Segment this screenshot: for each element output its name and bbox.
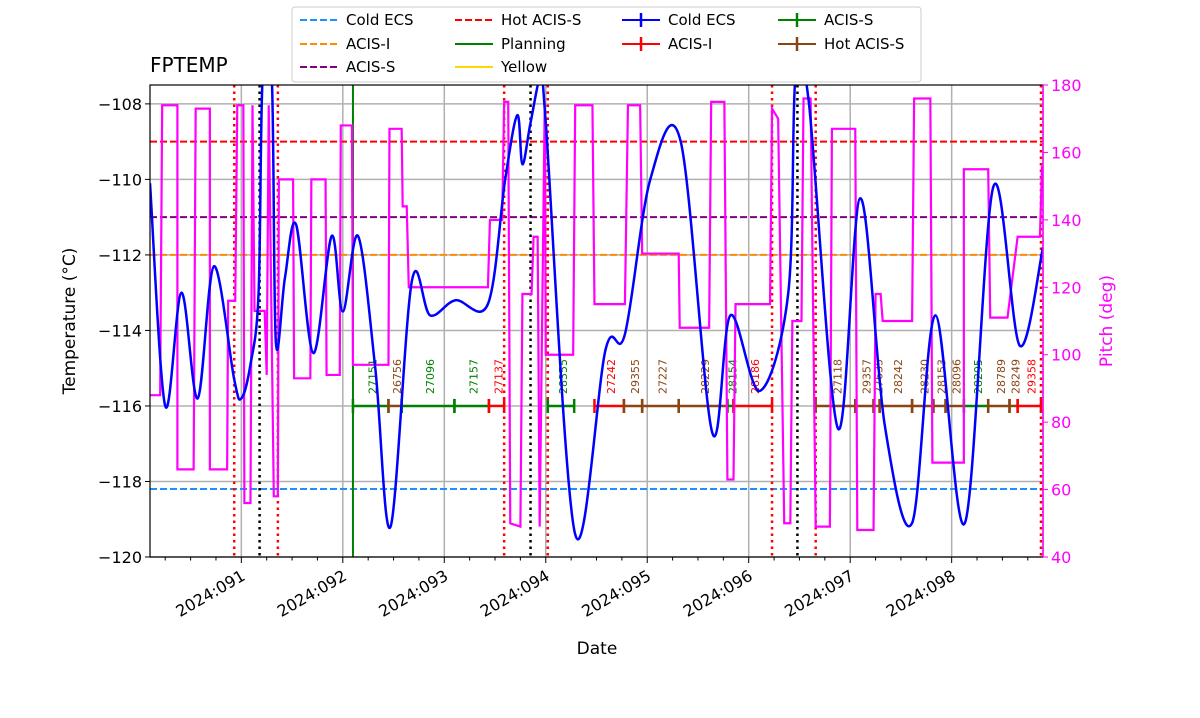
y2-tick-label: 80 <box>1051 413 1071 432</box>
x-tick-label: 2024:092 <box>274 566 350 621</box>
obsid-label: 27157 <box>468 359 481 394</box>
x-tick-label: 2024:097 <box>781 566 857 621</box>
legend-entry-cold-ecs-label: Cold ECS <box>346 11 414 29</box>
legend-entry-planning-label: Planning <box>501 35 566 53</box>
y2-tick-label: 160 <box>1051 143 1082 162</box>
legend-entry-cold-ecs-label: Cold ECS <box>668 11 736 29</box>
y-tick-label: −118 <box>98 472 142 491</box>
obsid-label: 28242 <box>892 359 905 394</box>
obsid-label: 28355 <box>557 359 570 394</box>
obsid-label: 27118 <box>831 359 844 394</box>
y-tick-label: −116 <box>98 397 142 416</box>
y2-tick-label: 60 <box>1051 481 1071 500</box>
legend-box <box>291 6 922 83</box>
chart-title: FPTEMP <box>150 53 228 77</box>
obsid-label: 26756 <box>391 359 404 394</box>
obsid-label: 28186 <box>749 359 762 394</box>
y2-tick-label: 40 <box>1051 548 1071 567</box>
legend-entry-hot-acis-s-label: Hot ACIS-S <box>501 11 581 29</box>
obsid-label: 29357 <box>860 359 873 394</box>
y-axis-label: Temperature (°C) <box>60 248 80 396</box>
y2-axis-label: Pitch (deg) <box>1097 275 1117 367</box>
y2-tick-label: 140 <box>1051 211 1082 230</box>
y2-tick-label: 100 <box>1051 346 1082 365</box>
pitch-series-line <box>150 97 1043 532</box>
y-tick-label: −112 <box>98 246 142 265</box>
y-tick-label: −114 <box>98 321 142 340</box>
x-tick-label: 2024:095 <box>578 566 654 621</box>
obsid-label: 27137 <box>493 359 506 394</box>
legend-entry-acis-s-label: ACIS-S <box>824 11 873 29</box>
obsid-label: 29355 <box>629 359 642 394</box>
legend-entry-yellow-label: Yellow <box>500 58 547 76</box>
obsid-label: 28249 <box>1010 359 1023 394</box>
y2-tick-label: 120 <box>1051 278 1082 297</box>
x-tick-label: 2024:091 <box>172 566 248 621</box>
x-tick-label: 2024:094 <box>477 566 553 621</box>
x-axis-label: Date <box>577 639 618 659</box>
y-tick-label: −110 <box>98 170 142 189</box>
obsid-label: 28096 <box>951 359 964 394</box>
y2-tick-label: 180 <box>1051 76 1082 95</box>
x-tick-label: 2024:093 <box>375 566 451 621</box>
obsid-label: 28789 <box>995 359 1008 394</box>
legend-entry-acis-i-label: ACIS-I <box>346 35 390 53</box>
legend: Cold ECS ACIS-I ACIS-S Hot ACIS-S Planning Ye… <box>291 6 922 83</box>
obsid-label: 28154 <box>726 359 739 394</box>
x-tick-label: 2024:096 <box>680 566 756 621</box>
obsid-label: 27227 <box>656 359 669 394</box>
y-tick-label: −108 <box>98 95 142 114</box>
legend-entry-hot-acis-s-label: Hot ACIS-S <box>824 35 904 53</box>
obsid-label: 27096 <box>424 359 437 394</box>
fptemp-series-line <box>150 85 1043 541</box>
y-tick-label: −120 <box>98 548 142 567</box>
obsid-label: 27242 <box>605 359 618 394</box>
legend-entry-acis-i-label: ACIS-I <box>668 35 712 53</box>
x-tick-label: 2024:098 <box>883 566 959 621</box>
plot-area: 27151 26756 27096 27157 27137 28355 27242 29355… <box>150 85 1043 557</box>
obsid-label: 29358 <box>1025 359 1038 394</box>
legend-entry-acis-s-label: ACIS-S <box>346 58 395 76</box>
